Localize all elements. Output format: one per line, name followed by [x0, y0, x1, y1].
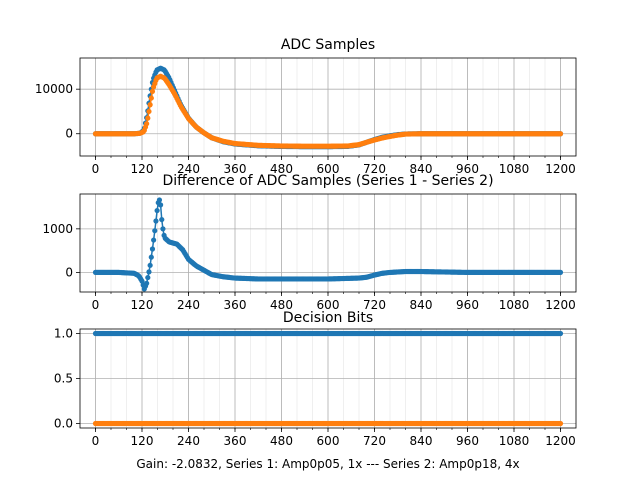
data-point: [147, 102, 153, 108]
figure-caption: Gain: -2.0832, Series 1: Amp0p05, 1x ---…: [136, 457, 519, 471]
data-point: [154, 207, 160, 214]
x-tick-label: 240: [177, 162, 200, 176]
series-diff-1: [92, 197, 564, 292]
data-point: [149, 246, 156, 252]
data-point: [146, 269, 152, 275]
x-tick-label: 840: [410, 162, 433, 176]
data-point: [158, 202, 164, 208]
axes-diff: 0 120 240 360 480 600 720 840 960 1080 1200 0 1000: [42, 222, 575, 312]
x-tick-label: 1200: [545, 162, 576, 176]
chart-adc: ADC Samples 0 120 240 360 480 600 720 840 960 108…: [35, 37, 577, 176]
y-tick-label: 0: [65, 265, 73, 279]
series-bits-2: [92, 420, 564, 427]
chart-title-adc: ADC Samples: [281, 37, 375, 53]
x-tick-label: 1200: [545, 434, 576, 448]
data-point: [156, 197, 163, 203]
data-point: [159, 216, 165, 223]
grid-bits: [80, 329, 576, 428]
x-tick-label: 720: [363, 434, 386, 448]
y-tick-label: 1.0: [54, 327, 73, 341]
x-tick-label: 360: [224, 434, 247, 448]
data-point: [152, 228, 158, 234]
data-point: [148, 95, 154, 101]
axes-bits: 0 120 240 360 480 600 720 840 960 1080 1200 0.0 0.5 1…: [54, 327, 576, 449]
x-tick-label: 480: [270, 434, 293, 448]
data-point: [147, 262, 153, 268]
x-tick-label: 360: [224, 298, 247, 312]
data-point: [148, 254, 154, 260]
data-point: [557, 131, 564, 137]
data-point: [146, 108, 152, 115]
plot-frame-diff: [79, 193, 577, 293]
x-tick-label: 0: [92, 162, 100, 176]
chart-diff: Difference of ADC Samples (Series 1 - Se…: [42, 173, 577, 312]
x-tick-label: 120: [131, 298, 154, 312]
y-tick-label: 0.0: [54, 417, 73, 431]
x-tick-label: 840: [410, 298, 433, 312]
plot-area-diff: [92, 197, 564, 292]
x-tick-label: 1200: [545, 298, 576, 312]
x-tick-label: 240: [177, 298, 200, 312]
chart-bits: Decision Bits 0 120 240 360 480 600 720 840 960 1…: [54, 310, 577, 449]
x-tick-label: 360: [224, 162, 247, 176]
series-bits-1: [92, 330, 564, 337]
y-tick-label: 10000: [35, 82, 73, 96]
x-tick-label: 1080: [499, 162, 530, 176]
x-tick-label: 960: [456, 162, 479, 176]
y-tick-label: 1000: [42, 222, 73, 236]
x-tick-label: 600: [317, 298, 340, 312]
x-tick-label: 480: [270, 298, 293, 312]
data-point: [144, 121, 150, 127]
x-tick-label: 600: [317, 162, 340, 176]
data-point: [139, 278, 145, 284]
x-tick-label: 720: [363, 162, 386, 176]
data-point: [153, 218, 159, 224]
x-tick-label: 0: [92, 434, 100, 448]
chart-title-bits: Decision Bits: [283, 310, 373, 326]
data-point: [160, 226, 166, 232]
data-point: [557, 269, 564, 275]
x-tick-label: 0: [92, 298, 100, 312]
x-tick-label: 120: [131, 434, 154, 448]
x-tick-label: 960: [456, 298, 479, 312]
data-point: [557, 420, 564, 427]
axes-adc: 0 120 240 360 480 600 720 840 960 1080 1200 0 10000: [35, 82, 576, 176]
x-tick-label: 480: [270, 162, 293, 176]
y-tick-label: 0: [65, 127, 73, 141]
x-tick-label: 240: [177, 434, 200, 448]
plot-area-bits: [92, 330, 564, 427]
data-point: [144, 280, 150, 286]
x-tick-label: 960: [456, 434, 479, 448]
data-point: [145, 115, 151, 121]
data-point: [151, 237, 157, 243]
y-tick-label: 0.5: [54, 372, 73, 386]
x-tick-label: 840: [410, 434, 433, 448]
x-tick-label: 1080: [499, 434, 530, 448]
plot-area-adc: [92, 65, 564, 150]
series-adc-2: [92, 73, 564, 149]
data-point: [145, 274, 151, 281]
plot-frame-adc: [79, 57, 577, 157]
chart-title-diff: Difference of ADC Samples (Series 1 - Se…: [162, 173, 493, 189]
x-tick-label: 720: [363, 298, 386, 312]
plot-frame-bits: [79, 328, 577, 429]
data-point: [149, 88, 156, 95]
x-tick-label: 1080: [499, 298, 530, 312]
data-point: [557, 330, 564, 337]
x-tick-label: 120: [131, 162, 154, 176]
x-tick-label: 600: [317, 434, 340, 448]
